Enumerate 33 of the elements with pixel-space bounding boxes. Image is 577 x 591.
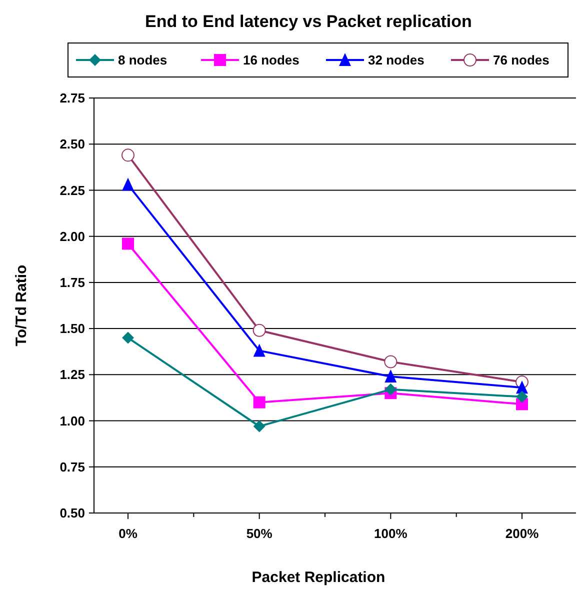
point	[252, 324, 266, 337]
legend-label: 8 nodes	[118, 52, 168, 68]
y-tick-label: 2.50	[60, 136, 85, 152]
y-tick-label: 0.50	[60, 506, 85, 521]
point	[122, 178, 134, 191]
x-tick-label: 100%	[374, 526, 408, 541]
y-tick-label: 2.75	[60, 90, 85, 106]
chart-title: End to End latency vs Packet replication	[145, 12, 472, 31]
point	[384, 355, 398, 368]
point	[122, 148, 134, 162]
point	[516, 390, 528, 403]
legend-label: 76 nodes	[493, 52, 550, 68]
point	[253, 396, 266, 408]
point	[384, 370, 397, 383]
y-tick-label: 2.25	[60, 182, 85, 198]
legend-label: 32 nodes	[368, 52, 424, 68]
y-tick-label: 2.00	[60, 228, 85, 244]
x-tick-label: 0%	[118, 526, 138, 541]
legend-label: 16 nodes	[243, 52, 300, 68]
y-tick-label: 1.75	[60, 274, 85, 290]
x-tick-label: 200%	[505, 526, 540, 541]
y-tick-label: 0.75	[60, 459, 85, 474]
y-tick-label: 1.50	[60, 321, 85, 336]
x-tick-label: 50%	[246, 526, 273, 541]
x-axis-title: Packet Replication	[252, 569, 386, 586]
point	[253, 344, 266, 357]
y-tick-label: 1.00	[60, 413, 85, 428]
y-tick-label: 1.25	[60, 367, 85, 382]
point	[384, 383, 397, 396]
y-axis-title: To/Td Ratio	[13, 264, 30, 346]
point	[122, 238, 134, 250]
point	[122, 332, 134, 344]
point	[253, 420, 266, 432]
